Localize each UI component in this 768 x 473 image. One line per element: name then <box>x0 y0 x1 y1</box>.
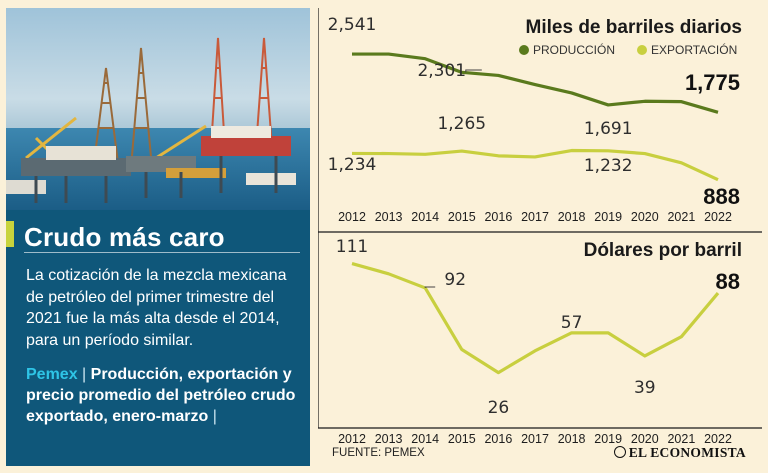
series-line-production <box>352 52 719 114</box>
chart-price-tick: 2012 <box>338 432 366 446</box>
chart-barrels-value-label: 1,265 <box>437 114 486 134</box>
chart-barrels-value-label: 2,301 <box>417 61 466 81</box>
source-description: Pemex | Producción, exportación y precio… <box>26 364 306 427</box>
legend-swatch-export <box>637 45 647 55</box>
chart-barrels-value-label: 1,775 <box>685 70 740 95</box>
body-text: La cotización de la mezcla mexicana de p… <box>26 267 287 349</box>
logo-mark-icon <box>613 446 626 458</box>
chart-barrels-tick: 2017 <box>521 210 549 224</box>
chart-price-title: Dólares por barril <box>584 240 742 261</box>
chart-barrels-tick: 2019 <box>594 210 622 224</box>
chart-price-tick: 2015 <box>448 432 476 446</box>
headline-accent-bar <box>6 221 14 247</box>
footer-source: FUENTE: PEMEX <box>332 447 425 459</box>
chart-price-tick: 2014 <box>411 432 439 446</box>
chart-barrels-tick: 2012 <box>338 210 366 224</box>
brand-separator: | <box>82 366 87 383</box>
label-leader <box>465 69 482 73</box>
footer-logo: EL ECONOMISTA <box>613 445 746 461</box>
chart-price-tick: 2016 <box>484 432 512 446</box>
chart-barrels-title: Miles de barriles diarios <box>526 17 742 38</box>
chart-price-tick: 2022 <box>704 432 732 446</box>
legend-label-production: PRODUCCIÓN <box>533 42 615 57</box>
chart-price-value-label: 111 <box>336 237 368 257</box>
chart-barrels: Miles de barriles diarios PRODUCCIÓN EXPOR… <box>328 15 742 224</box>
chart-barrels-tick: 2020 <box>631 210 659 224</box>
chart-barrels-tick: 2016 <box>484 210 512 224</box>
chart-price-tick: 2018 <box>558 432 586 446</box>
chart-price-tick: 2021 <box>667 432 695 446</box>
chart-barrels-legend: PRODUCCIÓN EXPORTACIÓN <box>519 42 737 57</box>
chart-barrels-value-label: 1,691 <box>584 119 633 139</box>
oil-platform-photo <box>6 8 310 210</box>
source-end-mark: | <box>212 408 217 425</box>
chart-barrels-value-label: 1,234 <box>328 155 377 175</box>
left-panel: Crudo más caro La cotización de la mezcl… <box>6 8 310 466</box>
headline-divider <box>24 252 300 253</box>
charts-svg: Miles de barriles diarios PRODUCCIÓN EXPOR… <box>317 8 762 446</box>
chart-barrels-value-label: 888 <box>703 184 740 209</box>
chart-price-value-label: 88 <box>716 269 740 294</box>
chart-barrels-value-label: 2,541 <box>328 15 377 35</box>
headline: Crudo más caro <box>24 222 225 252</box>
chart-price-tick: 2017 <box>521 432 549 446</box>
chart-price-tick: 2013 <box>375 432 403 446</box>
legend-label-export: EXPORTACIÓN <box>651 42 737 57</box>
chart-barrels-tick: 2014 <box>411 210 439 224</box>
chart-barrels-tick: 2015 <box>448 210 476 224</box>
source-description-text: Producción, exportación y precio promedi… <box>26 366 296 425</box>
label-leader <box>424 286 436 288</box>
chart-price-value-label: 26 <box>488 398 510 418</box>
chart-price-value-label: 39 <box>634 378 656 398</box>
chart-price-value-label: 92 <box>444 270 466 290</box>
chart-barrels-tick: 2021 <box>667 210 695 224</box>
legend-swatch-production <box>519 45 529 55</box>
series-line-price <box>351 262 720 375</box>
brand-pemex: Pemex <box>26 366 78 383</box>
series-line-export <box>351 148 719 182</box>
chart-barrels-value-label: 1,232 <box>584 156 633 176</box>
chart-barrels-tick: 2022 <box>704 210 732 224</box>
chart-price: Dólares por barril 2012 2013 2014 2015 2016 20… <box>336 237 742 446</box>
chart-barrels-tick: 2018 <box>558 210 586 224</box>
chart-price-tick: 2020 <box>631 432 659 446</box>
chart-price-tick: 2019 <box>594 432 622 446</box>
chart-area: Miles de barriles diarios PRODUCCIÓN EXPOR… <box>317 8 762 466</box>
chart-barrels-tick: 2013 <box>375 210 403 224</box>
logo-text: EL ECONOMISTA <box>628 445 746 460</box>
chart-price-value-label: 57 <box>561 313 583 333</box>
